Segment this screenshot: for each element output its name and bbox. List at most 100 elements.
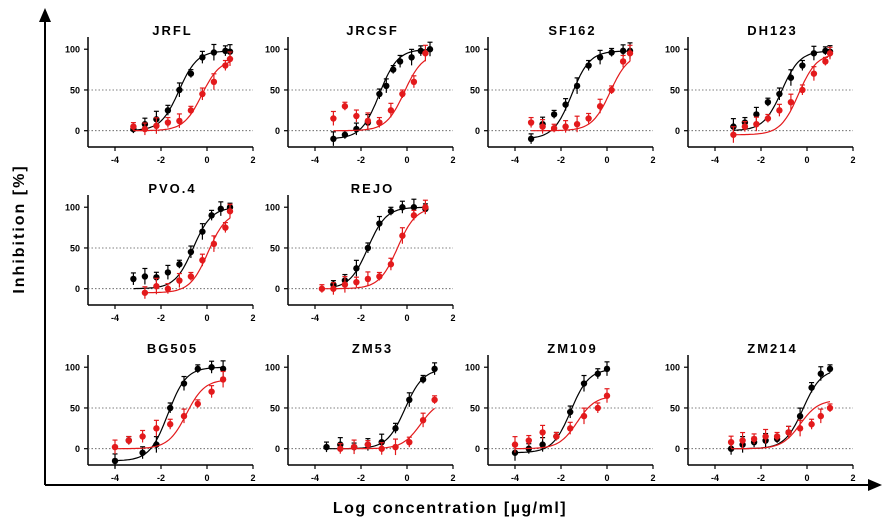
data-point-black xyxy=(111,457,119,465)
data-point-red xyxy=(164,285,172,292)
data-point-black xyxy=(164,107,172,114)
data-point-red xyxy=(199,256,206,264)
x-tick-label: 0 xyxy=(404,473,409,483)
y-tick-label: 50 xyxy=(670,403,680,413)
x-tick-label: 0 xyxy=(204,473,209,483)
data-point-black xyxy=(210,49,218,56)
y-tick-label: 0 xyxy=(75,284,80,294)
y-tick-label: 0 xyxy=(475,444,480,454)
x-tick-label: -2 xyxy=(357,155,365,165)
fit-curve-red xyxy=(733,55,831,136)
data-point-red xyxy=(153,425,160,432)
data-point-red xyxy=(817,412,824,420)
data-point-black xyxy=(330,135,337,143)
x-tick-label: 0 xyxy=(604,155,609,165)
data-point-red xyxy=(139,433,146,440)
overall-x-arrow xyxy=(868,479,882,491)
data-point-red xyxy=(406,438,413,446)
data-point-black xyxy=(194,365,201,373)
y-tick-label: 50 xyxy=(70,243,80,253)
data-point-black xyxy=(139,449,146,456)
data-point-red xyxy=(378,445,385,452)
data-point-red xyxy=(180,412,188,420)
data-point-black xyxy=(392,425,399,432)
data-point-black xyxy=(527,135,535,143)
data-point-red xyxy=(153,122,160,130)
data-point-black xyxy=(387,208,395,215)
data-point-red xyxy=(226,55,234,63)
fit-curve-red xyxy=(144,217,231,294)
data-point-black xyxy=(799,62,806,69)
x-tick-label: -2 xyxy=(757,473,765,483)
x-tick-label: -4 xyxy=(111,155,119,165)
data-point-red xyxy=(431,396,438,404)
data-point-red xyxy=(187,107,195,114)
panel-grid: JRFL 0 50 100 -4 -2 0 2 JRCSF 0 50 100 -4 -2 0 2 SF162 0 5… xyxy=(65,23,856,483)
data-point-red xyxy=(199,90,206,98)
y-tick-label: 50 xyxy=(270,403,280,413)
panel-rejo: REJO 0 50 100 -4 -2 0 2 xyxy=(265,181,456,323)
data-point-black xyxy=(753,111,760,118)
data-point-red xyxy=(594,404,601,412)
data-point-black xyxy=(376,90,383,98)
data-point-red xyxy=(364,275,372,283)
data-point-red xyxy=(799,86,806,94)
data-point-red xyxy=(525,437,532,444)
data-point-red xyxy=(808,421,815,428)
data-point-black xyxy=(187,248,195,256)
data-point-red xyxy=(222,224,229,231)
data-point-red xyxy=(176,117,183,125)
y-tick-label: 50 xyxy=(470,403,480,413)
data-point-red xyxy=(764,115,772,122)
x-tick-label: -2 xyxy=(357,313,365,323)
data-point-red xyxy=(410,78,418,86)
x-tick-label: -2 xyxy=(757,155,765,165)
data-point-red xyxy=(153,283,160,290)
y-tick-label: 100 xyxy=(665,45,680,55)
data-point-red xyxy=(399,232,406,239)
fit-curve-red xyxy=(531,60,631,132)
data-point-black xyxy=(580,380,588,387)
data-point-black xyxy=(176,86,183,94)
data-point-red xyxy=(364,117,372,125)
data-point-black xyxy=(426,46,434,53)
data-point-black xyxy=(364,244,372,252)
data-point-red xyxy=(741,123,749,130)
panel-zm53: ZM53 0 50 100 -4 -2 0 2 xyxy=(265,341,456,483)
y-tick-label: 100 xyxy=(265,45,280,55)
data-point-black xyxy=(808,384,815,391)
y-tick-label: 50 xyxy=(70,403,80,413)
data-point-red xyxy=(208,388,215,395)
data-point-red xyxy=(511,441,519,448)
data-point-red xyxy=(567,425,574,432)
data-point-red xyxy=(226,208,234,215)
data-point-red xyxy=(750,435,758,443)
data-point-red xyxy=(608,86,615,94)
x-tick-label: -4 xyxy=(511,473,519,483)
overall-axes xyxy=(39,8,882,491)
data-point-black xyxy=(419,376,427,383)
data-point-black xyxy=(341,131,349,138)
y-tick-label: 100 xyxy=(265,363,280,373)
y-tick-label: 100 xyxy=(465,363,480,373)
panel-zm109: ZM109 0 50 100 -4 -2 0 2 xyxy=(465,341,656,483)
data-point-red xyxy=(353,112,360,120)
data-point-black xyxy=(208,364,215,371)
x-tick-label: -4 xyxy=(111,313,119,323)
data-point-red xyxy=(550,125,558,132)
data-point-black xyxy=(217,205,224,213)
panel-jrfl: JRFL 0 50 100 -4 -2 0 2 xyxy=(65,23,256,165)
x-tick-label: -4 xyxy=(711,155,719,165)
data-point-red xyxy=(727,438,735,446)
x-tick-label: 2 xyxy=(850,155,855,165)
data-point-red xyxy=(350,443,358,451)
data-point-black xyxy=(406,396,413,404)
data-point-red xyxy=(210,78,218,86)
x-tick-label: -2 xyxy=(157,473,165,483)
data-point-black xyxy=(383,82,390,90)
y-tick-label: 100 xyxy=(65,45,80,55)
data-point-red xyxy=(410,212,418,219)
x-tick-label: 0 xyxy=(804,473,809,483)
fit-curve-black xyxy=(114,366,224,462)
